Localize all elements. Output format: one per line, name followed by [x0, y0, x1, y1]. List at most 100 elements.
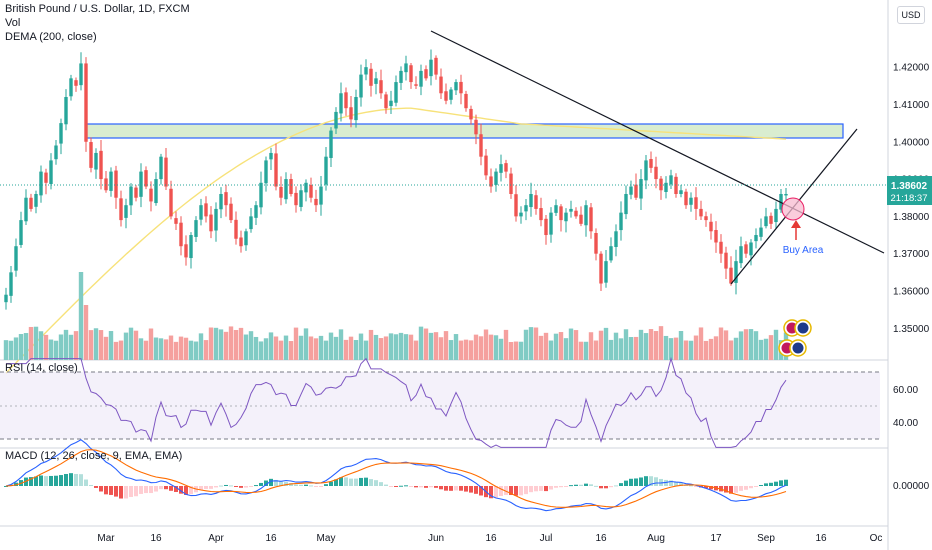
- macd-histogram-bar: [144, 486, 148, 494]
- candle-body: [364, 67, 368, 75]
- buy-area-circle[interactable]: [781, 197, 805, 221]
- time-axis[interactable]: Mar 16 Apr 16 May Jun 16 Jul 16 Aug 17 Sep 16 Oc: [97, 533, 882, 544]
- macd-histogram-bar: [174, 486, 178, 492]
- candle-body: [109, 171, 113, 191]
- descending-trendline[interactable]: [430, 30, 885, 254]
- volume-bar: [53, 340, 59, 360]
- macd-histogram-bar: [399, 485, 403, 487]
- candle-body: [324, 156, 328, 185]
- volume-bar: [688, 340, 694, 360]
- macd-histogram-bar: [89, 484, 93, 486]
- volume-bar: [173, 341, 179, 360]
- volume-bar: [38, 331, 44, 360]
- macd-histogram-bar: [569, 485, 573, 487]
- macd-histogram-bar: [169, 486, 173, 491]
- macd-histogram-bar: [104, 486, 108, 495]
- candle-body: [449, 89, 453, 100]
- candle-body: [329, 130, 333, 158]
- volume-bar: [423, 328, 429, 360]
- candle-body: [764, 216, 768, 227]
- rsi-axis-label-40: 40.00: [893, 418, 918, 429]
- candle-body: [194, 220, 198, 237]
- volume-bar: [718, 327, 724, 360]
- volume-bar: [308, 336, 314, 360]
- macd-histogram-bar: [544, 486, 548, 492]
- macd-histogram-bar: [704, 486, 708, 489]
- macd-histogram-bar: [639, 477, 643, 486]
- candle-body: [279, 186, 283, 198]
- candle-body: [579, 214, 583, 224]
- candle-body: [759, 227, 763, 237]
- candle-body: [644, 160, 648, 181]
- price-axis-label: 1.42000: [893, 63, 930, 74]
- macd-legend[interactable]: MACD (12, 26, close, 9, EMA, EMA): [5, 450, 183, 462]
- candle-body: [464, 93, 468, 109]
- macd-histogram-bar: [149, 486, 153, 494]
- macd-histogram-bar: [234, 486, 238, 487]
- macd-histogram-bar: [109, 486, 113, 495]
- candle-body: [484, 155, 488, 176]
- time-axis-label: 16: [150, 533, 162, 544]
- price-axis-label: 1.36000: [893, 287, 930, 298]
- dema-legend[interactable]: DEMA (200, close): [5, 31, 97, 43]
- candle-body: [19, 220, 23, 245]
- macd-histogram-bar: [269, 478, 273, 486]
- candle-body: [124, 205, 128, 218]
- volume-bar: [708, 338, 714, 360]
- volume-bar: [273, 336, 279, 360]
- price-axis-label: 1.38000: [893, 212, 930, 223]
- macd-histogram-bar: [69, 473, 73, 486]
- macd-histogram-bar: [334, 479, 338, 486]
- volume-bar: [433, 332, 439, 360]
- volume-bar: [513, 341, 519, 360]
- volume-bar: [723, 330, 729, 360]
- candle-body: [59, 123, 63, 144]
- candle-body: [164, 157, 168, 187]
- macd-histogram-bar: [534, 486, 538, 492]
- volume-bar: [123, 332, 129, 360]
- time-axis-label: 16: [485, 533, 497, 544]
- macd-histogram-bar: [154, 486, 158, 492]
- macd-histogram-bar: [434, 486, 438, 488]
- macd-histogram-bar: [509, 486, 513, 495]
- rsi-legend[interactable]: RSI (14, close): [5, 362, 78, 374]
- volume-bar: [363, 340, 369, 360]
- macd-histogram-bar: [164, 486, 168, 490]
- candle-body: [534, 195, 538, 209]
- macd-histogram-bar: [274, 479, 278, 486]
- volume-bar: [753, 331, 759, 360]
- candle-body: [344, 92, 348, 109]
- macd-histogram-bar: [654, 477, 658, 486]
- volume-bar: [633, 336, 639, 360]
- macd-histogram-bar: [39, 475, 43, 486]
- flag-icon[interactable]: [778, 319, 812, 357]
- volume-bar: [463, 339, 469, 360]
- currency-button[interactable]: USD: [897, 6, 925, 24]
- macd-histogram-bar: [769, 482, 773, 486]
- macd-histogram-bar: [479, 486, 483, 496]
- macd-axis-label-zero: 0.00000: [893, 481, 930, 492]
- macd-histogram-bar: [14, 482, 18, 486]
- candle-body: [409, 65, 413, 83]
- candle-body: [14, 246, 18, 271]
- candle-body: [219, 193, 223, 210]
- volume-bar: [588, 332, 594, 360]
- macd-histogram-bar: [349, 478, 353, 486]
- macd-histogram-bar: [409, 486, 413, 487]
- volume-bars: [3, 272, 789, 360]
- candle-body: [379, 80, 383, 94]
- candle-body: [704, 216, 708, 221]
- volume-bar: [758, 339, 764, 360]
- volume-bar: [288, 341, 294, 360]
- candle-body: [784, 193, 788, 196]
- macd-histogram-bar: [474, 486, 478, 494]
- candle-body: [79, 63, 83, 86]
- candle-body: [359, 74, 363, 98]
- candle-body: [374, 78, 378, 84]
- macd-histogram-bar: [199, 486, 203, 491]
- volume-legend[interactable]: Vol: [5, 17, 21, 29]
- candle-body: [294, 192, 298, 206]
- volume-bar: [153, 337, 159, 360]
- candle-body: [429, 59, 433, 77]
- volume-bar: [503, 329, 509, 360]
